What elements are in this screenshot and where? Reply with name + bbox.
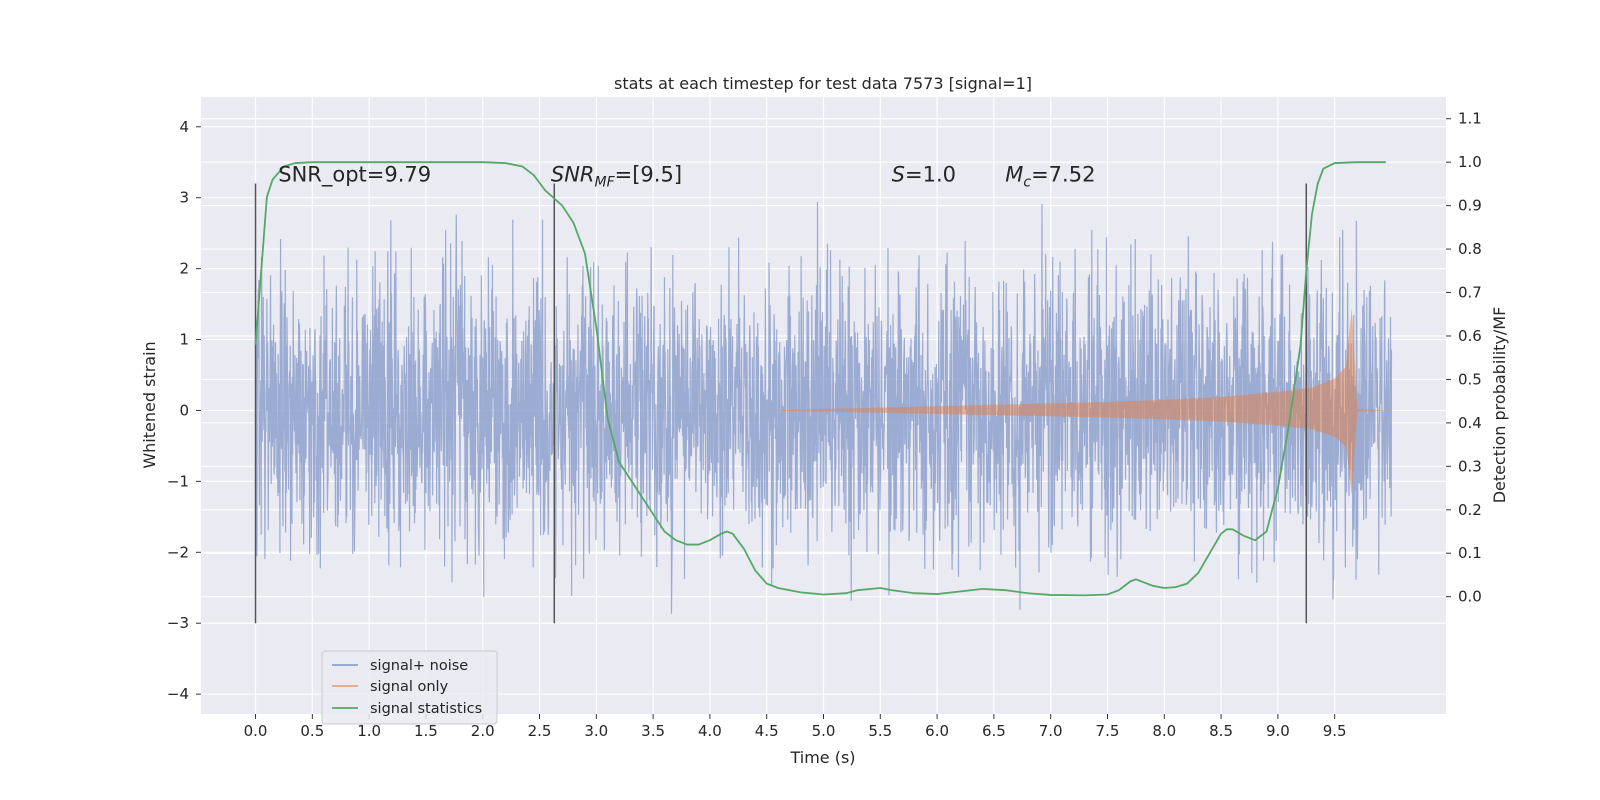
x-tick-label: 7.0 — [1039, 722, 1063, 740]
annotation-subscript: MF — [595, 175, 616, 191]
annotation-subscript: c — [1023, 175, 1031, 191]
legend-label-signal-noise: signal+ noise — [370, 658, 468, 674]
legend-label-signal-statistics: signal statistics — [370, 701, 482, 717]
x-tick-label: 4.5 — [755, 722, 779, 740]
x-tick-label: 0.0 — [244, 722, 268, 740]
annotation-text: SNR — [551, 163, 595, 187]
legend-label-signal-only: signal only — [370, 679, 449, 695]
y2-tick-label: 0.6 — [1458, 327, 1482, 345]
x-tick-label: 0.5 — [300, 722, 324, 740]
x-tick-label: 6.5 — [982, 722, 1006, 740]
y2-tick-label: 0.0 — [1458, 588, 1482, 606]
x-tick-label: 7.5 — [1096, 722, 1120, 740]
y2-tick-label: 0.8 — [1458, 240, 1482, 258]
y2-axis-title: Detection probability/MF — [1490, 307, 1509, 504]
annotation-text: S — [892, 163, 905, 187]
y2-tick-label: 1.1 — [1458, 110, 1482, 128]
annotation: Mc=7.52 — [1005, 163, 1095, 191]
y2-tick-label: 0.9 — [1458, 197, 1482, 215]
y-tick-label: 3 — [179, 189, 189, 207]
y2-tick-label: 0.1 — [1458, 544, 1482, 562]
y2-tick-label: 0.5 — [1458, 370, 1482, 388]
legend: signal+ noise signal only signal statist… — [321, 650, 498, 725]
y2-tick-label: 0.3 — [1458, 457, 1482, 475]
x-tick-label: 5.5 — [868, 722, 892, 740]
vertical-markers — [254, 183, 1308, 624]
x-tick-label: 1.5 — [414, 722, 438, 740]
annotation: SNRMF=[9.5] — [551, 163, 682, 191]
legend-box — [321, 650, 498, 725]
y2-tick-label: 0.7 — [1458, 284, 1482, 302]
x-tick-label: 8.5 — [1209, 722, 1233, 740]
x-tick-label: 6.0 — [925, 722, 949, 740]
chart-title: stats at each timestep for test data 757… — [614, 74, 1032, 93]
annotation-text: M — [1005, 163, 1023, 187]
y2-tick-label: 1.0 — [1458, 153, 1482, 171]
y-tick-label: −3 — [167, 614, 189, 632]
x-tick-label: 3.0 — [584, 722, 608, 740]
y2-tick-label: 0.4 — [1458, 414, 1482, 432]
series-signal-noise — [254, 202, 1393, 614]
annotation-value: =7.52 — [1031, 163, 1095, 187]
x-tick-label: 2.0 — [471, 722, 495, 740]
x-tick-label: 4.0 — [698, 722, 722, 740]
x-tick-label: 8.0 — [1152, 722, 1176, 740]
annotation-value: =1.0 — [905, 163, 956, 187]
x-tick-label: 1.0 — [357, 722, 381, 740]
y2-tick-label: 0.2 — [1458, 501, 1482, 519]
y-tick-label: −2 — [167, 543, 189, 561]
x-axis-ticks: 0.0 0.5 1.0 1.5 2.0 2.5 3.0 3.5 4.0 4.5 5.0 5.5 6.0 6… — [244, 714, 1347, 740]
y-tick-label: 2 — [179, 260, 189, 278]
series-signal-statistics — [254, 161, 1386, 597]
y-tick-label: −1 — [167, 472, 189, 490]
annotation-text: SNR_opt=9.79 — [278, 163, 431, 188]
x-tick-label: 2.5 — [528, 722, 552, 740]
annotations: SNR_opt=9.79 SNRMF=[9.5] S=1.0 Mc=7.52 — [278, 163, 1095, 191]
annotation: SNR_opt=9.79 — [278, 163, 431, 188]
y2-axis-ticks: 1.1 1.0 0.9 0.8 0.7 0.6 0.5 0.4 0.3 0.2 0.1 0.0 — [1446, 110, 1482, 606]
plot-layer — [254, 161, 1393, 624]
y-tick-label: 1 — [179, 331, 189, 349]
x-axis-title: Time (s) — [789, 748, 855, 767]
x-tick-label: 9.0 — [1266, 722, 1290, 740]
series-signal-only — [255, 307, 1392, 495]
y-tick-label: 0 — [179, 401, 189, 419]
annotation: S=1.0 — [892, 163, 956, 187]
y-axis-ticks: 4 3 2 1 0 −1 −2 −3 −4 — [167, 118, 201, 703]
x-tick-label: 5.0 — [812, 722, 836, 740]
y-tick-label: 4 — [179, 118, 189, 136]
y-axis-title: Whitened strain — [140, 341, 159, 468]
y-tick-label: −4 — [167, 685, 189, 703]
x-tick-label: 9.5 — [1323, 722, 1347, 740]
annotation-value: =[9.5] — [615, 163, 682, 187]
x-tick-label: 3.5 — [641, 722, 665, 740]
